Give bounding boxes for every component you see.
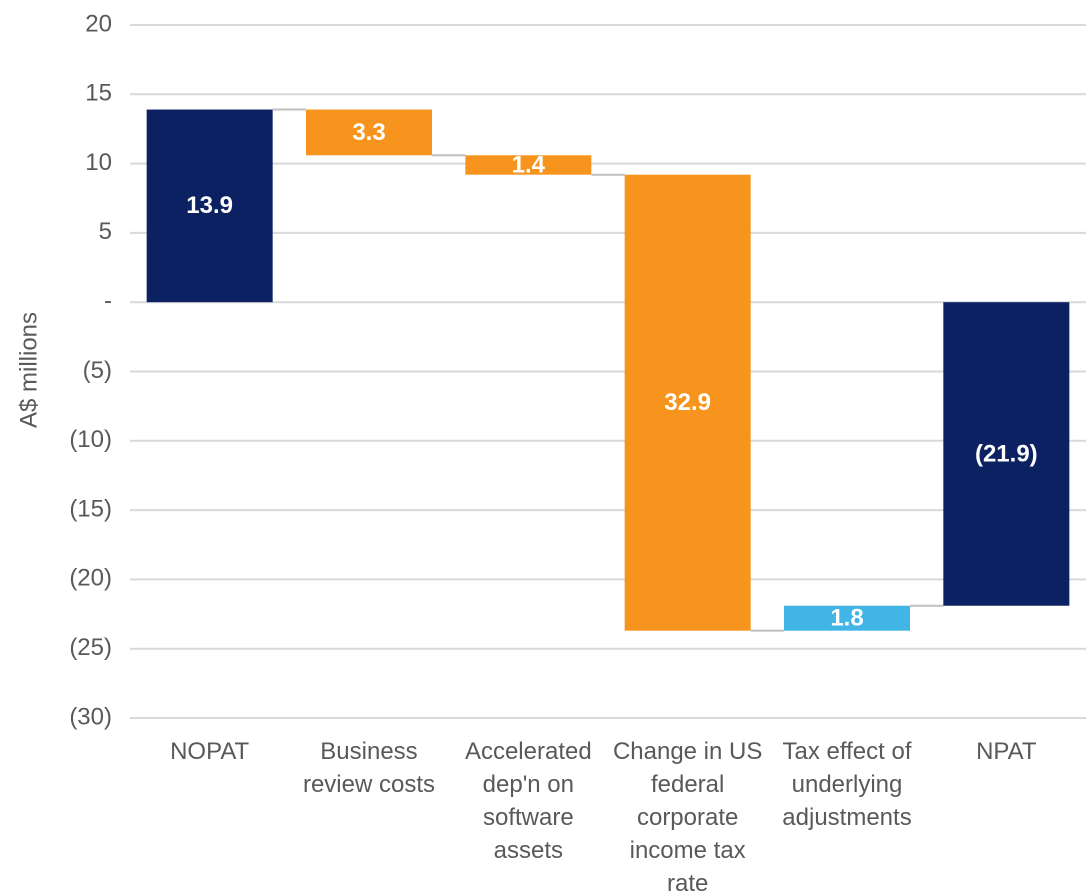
value-label: 1.8 xyxy=(830,605,863,632)
x-tick-line: Change in US xyxy=(613,738,762,765)
x-tick-line: NPAT xyxy=(976,738,1037,765)
value-label: 32.9 xyxy=(664,389,711,416)
value-label: 3.3 xyxy=(352,119,385,146)
y-tick-label: 20 xyxy=(85,10,112,37)
x-tick-line: Business xyxy=(320,738,417,765)
grid xyxy=(130,24,1086,719)
x-tick-line: NOPAT xyxy=(170,738,249,765)
value-label: 13.9 xyxy=(186,192,233,219)
y-tick-label: (30) xyxy=(69,703,112,730)
x-tick-line: adjustments xyxy=(782,804,911,831)
value-label: (21.9) xyxy=(975,440,1038,467)
y-tick-label: (5) xyxy=(83,357,112,384)
x-tick-label: Accelerated dep'n on software assets xyxy=(465,738,592,864)
y-axis-title: A$ millions xyxy=(15,312,42,428)
bar xyxy=(624,174,751,631)
y-tick-label: (15) xyxy=(69,495,112,522)
x-tick-line: Accelerated xyxy=(465,738,592,765)
bar xyxy=(943,302,1070,606)
x-tick-line: income tax xyxy=(630,837,746,864)
x-tick-label: Business review costs xyxy=(303,738,435,798)
x-tick-label: Change in US federal corporate income tax ra… xyxy=(613,738,762,894)
x-tick-line: rate xyxy=(667,870,708,894)
bar xyxy=(306,109,432,156)
x-tick-label: NPAT xyxy=(976,738,1037,765)
value-label: 1.4 xyxy=(512,151,546,178)
y-tick-label: - xyxy=(104,288,112,315)
bar xyxy=(465,155,592,175)
y-tick-label: 15 xyxy=(85,80,112,107)
y-tick-label: (20) xyxy=(69,565,112,592)
x-tick-line: assets xyxy=(494,837,563,864)
y-tick-label: (25) xyxy=(69,634,112,661)
x-tick-label: Tax effect of underlying adjustments xyxy=(782,738,912,831)
y-tick-label: 10 xyxy=(85,149,112,176)
bar xyxy=(784,605,910,631)
x-tick-line: software xyxy=(483,804,574,831)
x-tick-label: NOPAT xyxy=(170,738,249,765)
x-tick-line: review costs xyxy=(303,771,435,798)
x-tick-line: dep'n on xyxy=(483,771,574,798)
y-tick-label: 5 xyxy=(99,218,112,245)
x-tick-line: federal xyxy=(651,771,724,798)
x-tick-line: corporate xyxy=(637,804,738,831)
x-tick-line: Tax effect of xyxy=(783,738,912,765)
bar xyxy=(146,109,273,303)
x-tick-line: underlying xyxy=(792,771,903,798)
y-tick-label: (10) xyxy=(69,426,112,453)
